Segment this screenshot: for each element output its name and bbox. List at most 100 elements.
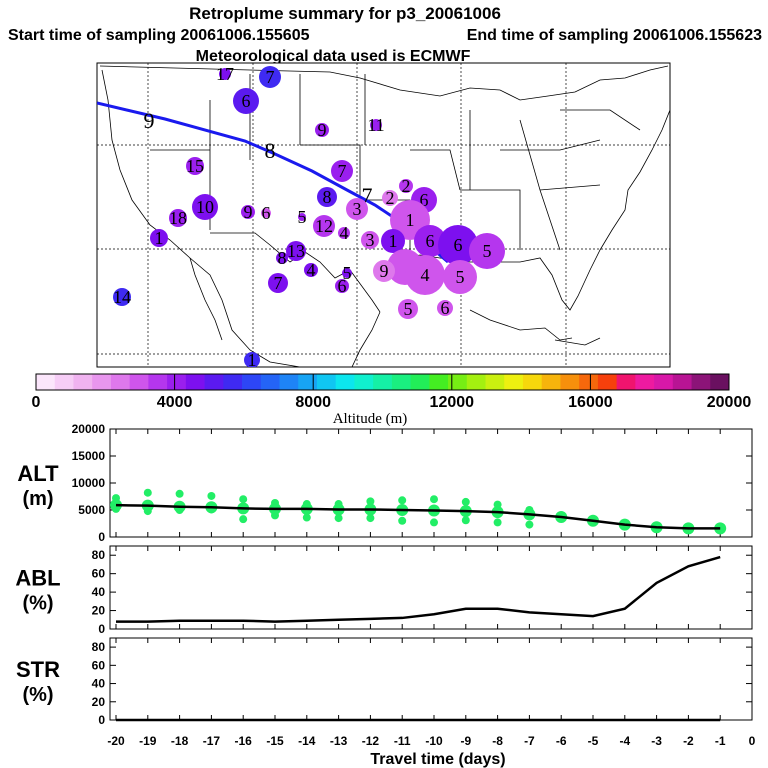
altitude-scatter-point [430, 518, 438, 527]
altitude-scatter-point [366, 497, 375, 506]
y-tick-label: 60 [92, 658, 106, 672]
x-axis-label: Travel time (days) [370, 751, 505, 768]
altitude-scatter-point [239, 495, 248, 504]
plume-number: 4 [421, 265, 430, 285]
altitude-colorbar: 0 4000 8000 12000 16000 20000 [32, 373, 752, 411]
plume-number: 3 [366, 230, 375, 250]
trajectory-label: 7 [362, 183, 373, 208]
colorbar-swatch [560, 374, 580, 390]
panel-alt: 0 5000 10000 15000 20000 ALT(m) [17, 422, 753, 544]
colorbar-tick-label: 0 [32, 394, 41, 411]
altitude-scatter-point [175, 489, 184, 498]
plume-number: 2 [386, 188, 395, 208]
altitude-scatter-point [366, 514, 375, 523]
plume-number: 5 [456, 267, 465, 287]
colorbar-swatch [260, 374, 280, 390]
colorbar-swatch [110, 374, 131, 390]
y-tick-label: 10000 [72, 476, 106, 490]
colorbar-swatch [167, 374, 187, 390]
panel-ylabel: STR [16, 657, 60, 682]
plume-number: 5 [404, 299, 413, 319]
plume-marker [338, 227, 350, 239]
plume-number: 6 [338, 276, 347, 296]
plume-marker [438, 225, 478, 265]
colorbar-swatch [279, 374, 299, 390]
y-tick-label: 80 [92, 548, 106, 562]
y-tick-label: 80 [92, 640, 106, 654]
series-line [116, 555, 721, 623]
colorbar-tick-label: 4000 [157, 394, 193, 411]
figure-title: Retroplume summary for p3_20061006 [189, 4, 501, 23]
altitude-scatter-point [334, 514, 343, 523]
plume-number: 14 [113, 287, 131, 307]
plume-marker [381, 229, 405, 253]
plume-number: 9 [318, 120, 327, 140]
plume-marker [443, 260, 477, 294]
plume-number: 1 [389, 231, 398, 251]
y-tick-label: 0 [98, 713, 105, 727]
altitude-scatter-point [525, 520, 534, 529]
plume-marker [298, 213, 306, 221]
colorbar-swatch [691, 374, 711, 390]
plume-number: 5 [343, 263, 352, 283]
plume-number: 4 [307, 260, 316, 280]
altitude-scatter-point [461, 516, 470, 525]
map-frame [96, 62, 671, 368]
altitude-scatter-point [461, 497, 470, 506]
x-tick-label: -12 [362, 734, 380, 748]
plume-marker [286, 241, 306, 261]
plume-number: 6 [441, 298, 450, 318]
colorbar-swatch [223, 374, 243, 390]
colorbar-tick-label: 12000 [430, 394, 475, 411]
x-tick-label: -9 [460, 734, 471, 748]
colorbar-swatch [597, 374, 618, 390]
colorbar-swatch [148, 374, 168, 390]
plume-number: 5 [483, 241, 492, 261]
panel-ylabel: ALT [17, 461, 59, 486]
plume-marker [398, 299, 418, 319]
plume-marker [346, 198, 368, 220]
colorbar-swatch [616, 374, 636, 390]
altitude-scatter-point [143, 488, 152, 497]
x-tick-label: -20 [107, 734, 125, 748]
plume-number: 9 [380, 261, 389, 281]
y-tick-label: 15000 [72, 449, 106, 463]
start-time-text: Start time of sampling 20061006.155605 [8, 27, 310, 44]
plume-number: 15 [186, 156, 204, 176]
altitude-scatter-point [302, 513, 311, 522]
x-tick-label: -2 [683, 734, 694, 748]
x-tick-label: 0 [749, 734, 756, 748]
colorbar-swatch [522, 374, 543, 390]
colorbar-swatch [429, 374, 449, 390]
plume-number: 6 [420, 190, 429, 210]
plume-number: 6 [262, 203, 271, 223]
colorbar-swatch [541, 374, 561, 390]
colorbar-tick-label: 8000 [295, 394, 331, 411]
plume-marker [150, 229, 168, 247]
x-tick-label: -13 [330, 734, 348, 748]
colorbar-swatch [316, 374, 337, 390]
colorbar-swatch [579, 374, 599, 390]
x-tick-label: -10 [425, 734, 443, 748]
plume-number: 9 [244, 202, 253, 222]
colorbar-swatch [391, 374, 411, 390]
trajectory-label: 8 [265, 138, 276, 163]
altitude-scatter-point [239, 515, 248, 524]
altitude-scatter-point [398, 516, 407, 525]
y-tick-label: 20 [92, 604, 106, 618]
plume-number: 8 [278, 248, 287, 268]
colorbar-swatch [185, 374, 205, 390]
colorbar-swatch [354, 374, 374, 390]
plume-marker [276, 252, 288, 264]
x-tick-label: -16 [235, 734, 253, 748]
colorbar-swatch [504, 374, 524, 390]
time-series-panels: 05000100001500020000ALT(m)020406080ABL(%… [15, 422, 755, 748]
panel-frame [109, 637, 753, 721]
colorbar-swatch [635, 374, 655, 390]
altitude-scatter-point [207, 491, 216, 500]
altitude-scatter-point [430, 495, 438, 504]
end-time-text: End time of sampling 20061006.155623 [467, 27, 762, 44]
colorbar-tick-label: 20000 [707, 394, 752, 411]
x-tick-label: -19 [139, 734, 157, 748]
